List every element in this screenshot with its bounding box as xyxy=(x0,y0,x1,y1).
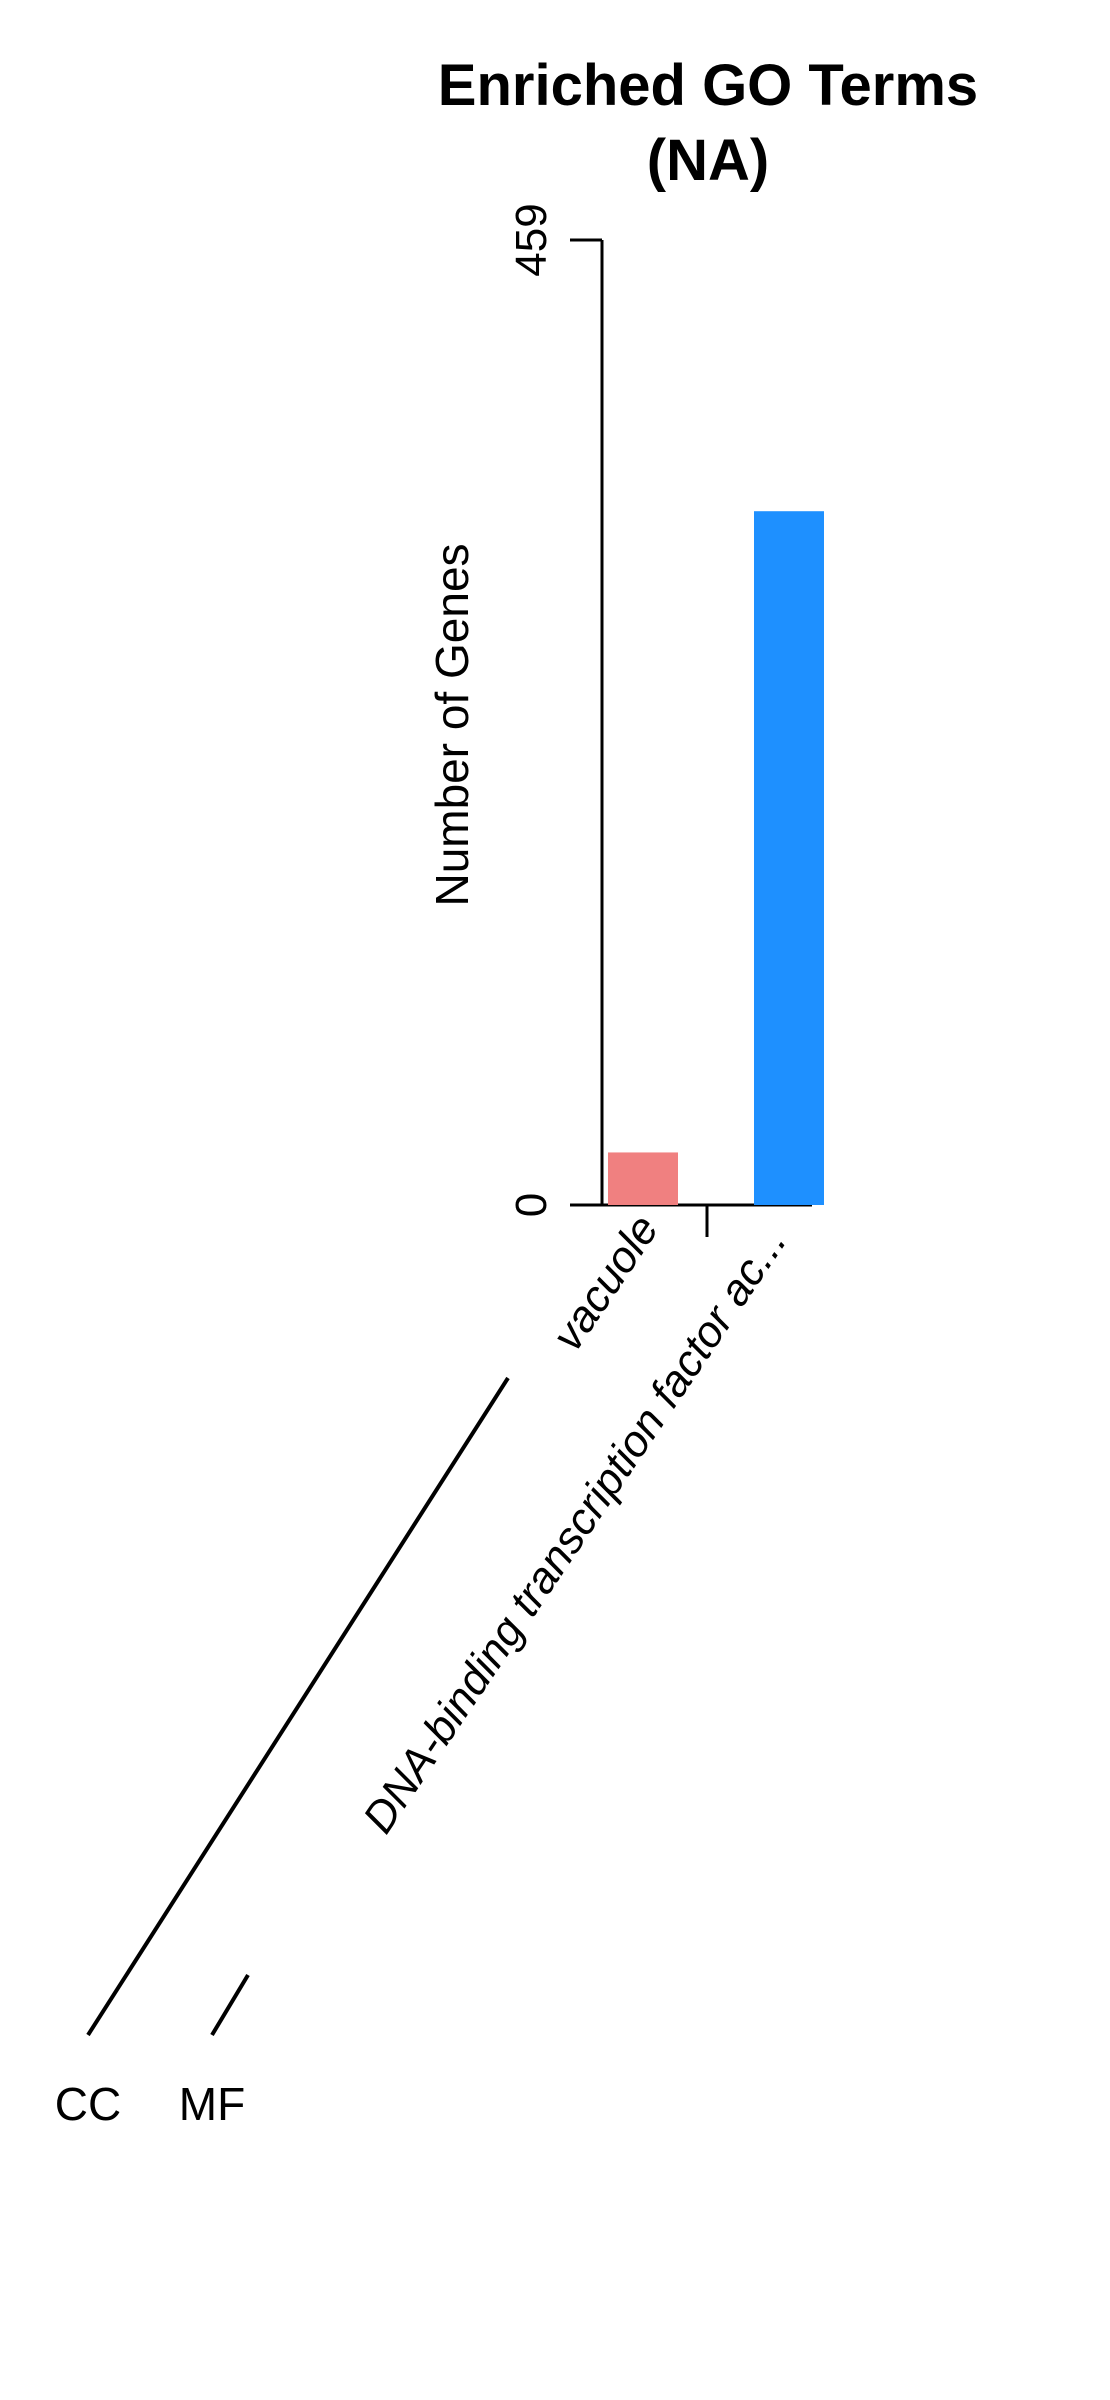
category-label-0: vacuole xyxy=(543,1206,668,1359)
bar-1 xyxy=(754,511,824,1206)
chart-title-line-1: Enriched GO Terms xyxy=(438,53,978,118)
group-line-mf xyxy=(210,1973,250,2037)
group-line-cc xyxy=(86,1376,510,2037)
y-tick-label-0: 0 xyxy=(507,1193,556,1217)
bar-0 xyxy=(608,1152,678,1205)
group-lines xyxy=(86,1376,510,2037)
chart-title-line-2: (NA) xyxy=(647,128,769,193)
y-ticks: 0 459 xyxy=(507,203,602,1217)
bars xyxy=(608,511,824,1206)
y-axis-label: Number of Genes xyxy=(426,543,478,906)
group-label-cc: CC xyxy=(55,2078,121,2130)
group-label-mf: MF xyxy=(179,2078,245,2130)
group-labels: CC MF xyxy=(55,2078,245,2130)
y-tick-label-1: 459 xyxy=(507,203,556,276)
